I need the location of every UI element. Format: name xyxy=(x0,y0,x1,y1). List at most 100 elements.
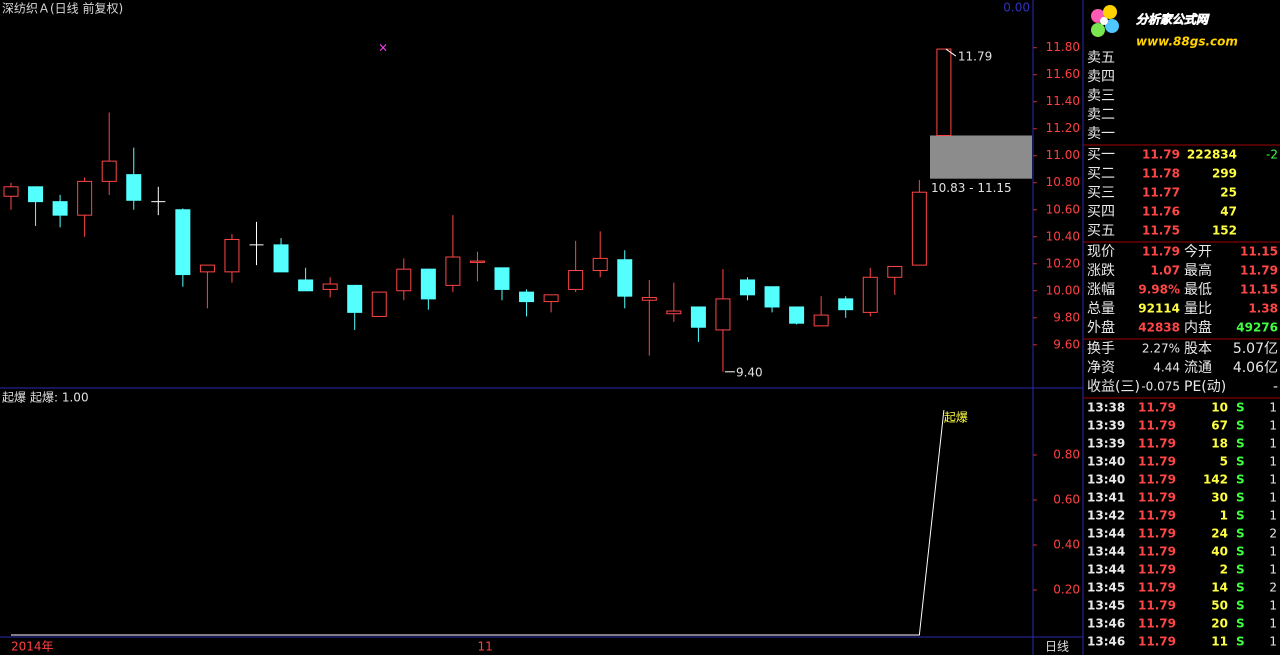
candle-body xyxy=(3,186,19,197)
tick-volume: 1 xyxy=(1220,509,1228,523)
tick-time: 13:42 xyxy=(1087,509,1125,523)
candle-body xyxy=(224,238,240,273)
candle-body xyxy=(740,279,755,296)
stat-label: 外盘 xyxy=(1087,319,1115,336)
tick-count: 1 xyxy=(1269,545,1277,559)
candle-body xyxy=(592,257,608,272)
tick-side: S xyxy=(1236,473,1245,487)
tick-side: S xyxy=(1236,419,1245,433)
candle-body xyxy=(445,256,461,286)
buy-label: 买三 xyxy=(1087,185,1115,201)
buy-price: 11.78 xyxy=(1142,167,1180,181)
candle-body xyxy=(494,267,510,290)
tick-volume: 30 xyxy=(1211,491,1228,505)
max-label: 11.79 xyxy=(958,50,992,64)
candle-body xyxy=(666,310,682,315)
stat-value: 49276 xyxy=(1236,321,1278,335)
tick-price: 11.79 xyxy=(1138,455,1176,469)
tick-price: 11.79 xyxy=(1138,401,1176,415)
tick-count: 1 xyxy=(1269,617,1277,631)
tick-count: 1 xyxy=(1269,437,1277,451)
tick-volume: 142 xyxy=(1203,473,1228,487)
tick-side: S xyxy=(1236,491,1245,505)
candle-body xyxy=(298,279,314,292)
candle-body xyxy=(568,270,584,290)
candle-body xyxy=(273,244,289,273)
stat-value: 11.15 xyxy=(1240,245,1278,259)
info-label: 换手 xyxy=(1087,340,1115,357)
candle-body xyxy=(199,264,215,273)
candle-body xyxy=(322,283,338,290)
tick-price: 11.79 xyxy=(1138,527,1176,541)
tick-side: S xyxy=(1236,635,1245,649)
tick-price: 11.79 xyxy=(1138,491,1176,505)
buy-price: 11.79 xyxy=(1142,148,1180,162)
x-tick-label: 2014年 xyxy=(11,640,54,654)
tick-side: S xyxy=(1236,617,1245,631)
y-tick-label: 10.20 xyxy=(1046,256,1080,270)
min-label: 9.40 xyxy=(736,365,763,379)
info-value: 5.07亿 xyxy=(1233,341,1278,357)
buy-price: 11.77 xyxy=(1142,186,1180,200)
tick-volume: 67 xyxy=(1211,419,1228,433)
y-tick-label: 0.80 xyxy=(1053,448,1080,462)
stat-label: 内盘 xyxy=(1184,319,1212,336)
tick-volume: 10 xyxy=(1211,401,1228,415)
y-tick-label: 11.40 xyxy=(1046,94,1080,108)
period: 日线 xyxy=(1045,640,1069,654)
tick-volume: 24 xyxy=(1211,527,1228,541)
y-tick-label: 10.00 xyxy=(1046,283,1080,297)
tick-time: 13:46 xyxy=(1087,617,1125,631)
candle-body xyxy=(101,160,117,182)
stat-value: 11.79 xyxy=(1142,245,1180,259)
candle-body xyxy=(519,291,535,303)
tick-count: 1 xyxy=(1269,473,1277,487)
info-value: - xyxy=(1273,379,1278,395)
tick-volume: 5 xyxy=(1220,455,1228,469)
tick-time: 13:46 xyxy=(1087,635,1125,649)
info-label: 净资 xyxy=(1087,360,1115,376)
y-tick-label: 0.60 xyxy=(1053,493,1080,507)
buy-volume: 47 xyxy=(1220,205,1237,219)
buy-label: 买一 xyxy=(1087,147,1115,163)
tick-time: 13:38 xyxy=(1087,401,1125,415)
logo-name: 分析家公式网 xyxy=(1136,13,1210,27)
tick-time: 13:39 xyxy=(1087,437,1125,451)
sell-label: 卖二 xyxy=(1087,107,1115,123)
y-tick-label: 10.80 xyxy=(1046,175,1080,189)
buy-price: 11.75 xyxy=(1142,224,1180,238)
tick-side: S xyxy=(1236,581,1245,595)
y-tick-label: 11.80 xyxy=(1046,40,1080,54)
sell-label: 卖三 xyxy=(1087,88,1115,104)
tick-time: 13:39 xyxy=(1087,419,1125,433)
candle-body xyxy=(936,48,952,136)
logo-icon xyxy=(1091,23,1105,37)
candle-body xyxy=(887,265,903,278)
tick-price: 11.79 xyxy=(1138,545,1176,559)
candle-body xyxy=(617,259,633,297)
candle-body xyxy=(862,276,878,313)
candle-body xyxy=(764,286,780,308)
candle-body xyxy=(813,314,829,327)
buy-price: 11.76 xyxy=(1142,205,1180,219)
info-value: -0.075 xyxy=(1141,380,1180,394)
tick-side: S xyxy=(1236,455,1245,469)
indicator-line-label: 起爆 xyxy=(944,411,968,425)
y-tick-label: 10.40 xyxy=(1046,229,1080,243)
y-tick-label: 11.00 xyxy=(1046,148,1080,162)
y-tick-label: 0.20 xyxy=(1053,583,1080,597)
tick-side: S xyxy=(1236,599,1245,613)
candle-body xyxy=(469,260,485,263)
stat-label: 涨跌 xyxy=(1087,263,1115,279)
tick-time: 13:45 xyxy=(1087,581,1125,595)
tick-count: 1 xyxy=(1269,419,1277,433)
stat-label: 最低 xyxy=(1184,282,1212,298)
candle-body xyxy=(911,191,927,266)
candle-body xyxy=(175,209,191,276)
y-tick-label: 0.40 xyxy=(1053,538,1080,552)
tick-time: 13:40 xyxy=(1087,473,1125,487)
buy-volume: 299 xyxy=(1212,167,1237,181)
